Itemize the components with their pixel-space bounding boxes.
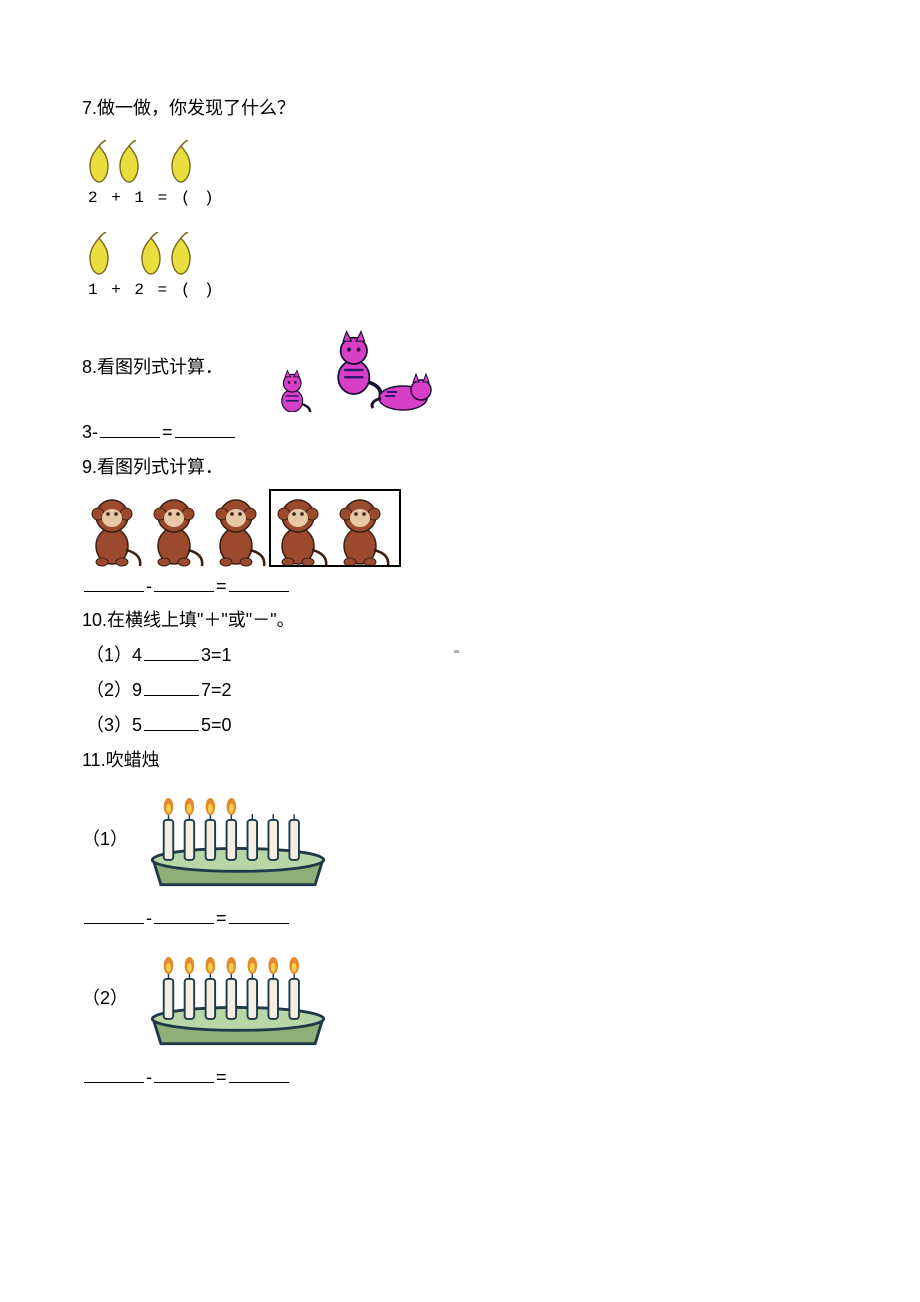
q10-text: 在横线上填"＋"或"－"。 — [107, 610, 295, 630]
q8-blank2[interactable] — [175, 418, 235, 438]
q11-blank3[interactable] — [229, 905, 289, 925]
q11-blank1[interactable] — [84, 1063, 144, 1083]
q9-text: 看图列式计算． — [97, 457, 223, 477]
q9-prompt: 9.看图列式计算． — [82, 453, 838, 482]
monkeys-illustration — [82, 488, 402, 568]
q8-equation[interactable]: 3- = — [82, 418, 838, 447]
q7-eq2[interactable]: 1 + 2 = ( ) — [88, 278, 838, 304]
q11-item: （1） — [82, 778, 838, 933]
q10-a: 4 — [132, 645, 142, 665]
pear-icon — [112, 140, 146, 184]
q11-text: 吹蜡烛 — [106, 750, 160, 770]
q11-eq: = — [216, 908, 227, 928]
pear-icon — [82, 140, 116, 184]
q10-a: 9 — [132, 680, 142, 700]
q10-prompt: 10.在横线上填"＋"或"－"。 — [82, 606, 838, 635]
q8-prefix: 3- — [82, 422, 98, 442]
q8-eqmid: = — [162, 422, 173, 442]
q11-prompt: 11.吹蜡烛 — [82, 746, 838, 775]
q11-eq: = — [216, 1067, 227, 1087]
q10-b: 3=1 — [201, 645, 232, 665]
pear-icon — [164, 232, 198, 276]
q11-blank3[interactable] — [229, 1063, 289, 1083]
q9-blank2[interactable] — [154, 572, 214, 592]
pear-icon — [164, 140, 198, 184]
q7-number: 7. — [82, 98, 97, 118]
q9-eq: = — [216, 576, 227, 596]
candles-illustration — [138, 778, 338, 900]
q11-equation[interactable]: -= — [82, 904, 838, 933]
candles-illustration — [138, 937, 338, 1059]
q8-prompt: 8.看图列式计算． — [82, 353, 223, 382]
q9-blank1[interactable] — [84, 572, 144, 592]
q11-blank2[interactable] — [154, 1063, 214, 1083]
q8-text: 看图列式计算． — [97, 357, 223, 377]
page-marker-icon — [454, 650, 459, 653]
q7-row2-pears — [82, 221, 838, 276]
q7-row1-pears — [82, 129, 838, 184]
q10-op-blank[interactable] — [144, 641, 199, 661]
q10-item-label: （3） — [86, 715, 132, 735]
q10-a: 5 — [132, 715, 142, 735]
q8-blank1[interactable] — [100, 418, 160, 438]
q9-blank3[interactable] — [229, 572, 289, 592]
q11-blank1[interactable] — [84, 905, 144, 925]
q11-dash: - — [146, 908, 152, 928]
q11-item-label: （2） — [82, 984, 128, 1013]
q10-b: 5=0 — [201, 715, 232, 735]
pear-icon — [82, 232, 116, 276]
q11-dash: - — [146, 1067, 152, 1087]
q9-dash: - — [146, 576, 152, 596]
q9-number: 9. — [82, 457, 97, 477]
q10-item: （1）4 3=1 — [86, 641, 838, 670]
q11-item: （2） — [82, 937, 838, 1092]
q10-item: （2）9 7=2 — [86, 676, 838, 705]
q10-b: 7=2 — [201, 680, 232, 700]
cats-illustration — [263, 322, 453, 412]
q11-item-label: （1） — [82, 825, 128, 854]
q10-op-blank[interactable] — [144, 676, 199, 696]
q10-op-blank[interactable] — [144, 711, 199, 731]
q7-prompt: 7.做一做，你发现了什么？ — [82, 94, 838, 123]
q7-eq1[interactable]: 2 + 1 = ( ) — [88, 186, 838, 212]
q11-number: 11. — [82, 750, 106, 770]
q11-blank2[interactable] — [154, 905, 214, 925]
q10-item-label: （2） — [86, 680, 132, 700]
q9-equation[interactable]: -= — [82, 572, 838, 601]
q10-item: （3）5 5=0 — [86, 711, 838, 740]
q11-equation[interactable]: -= — [82, 1063, 838, 1092]
q7-text: 做一做，你发现了什么？ — [97, 98, 295, 118]
q8-number: 8. — [82, 357, 97, 377]
q10-number: 10. — [82, 610, 107, 630]
pear-icon — [134, 232, 168, 276]
q10-item-label: （1） — [86, 645, 132, 665]
